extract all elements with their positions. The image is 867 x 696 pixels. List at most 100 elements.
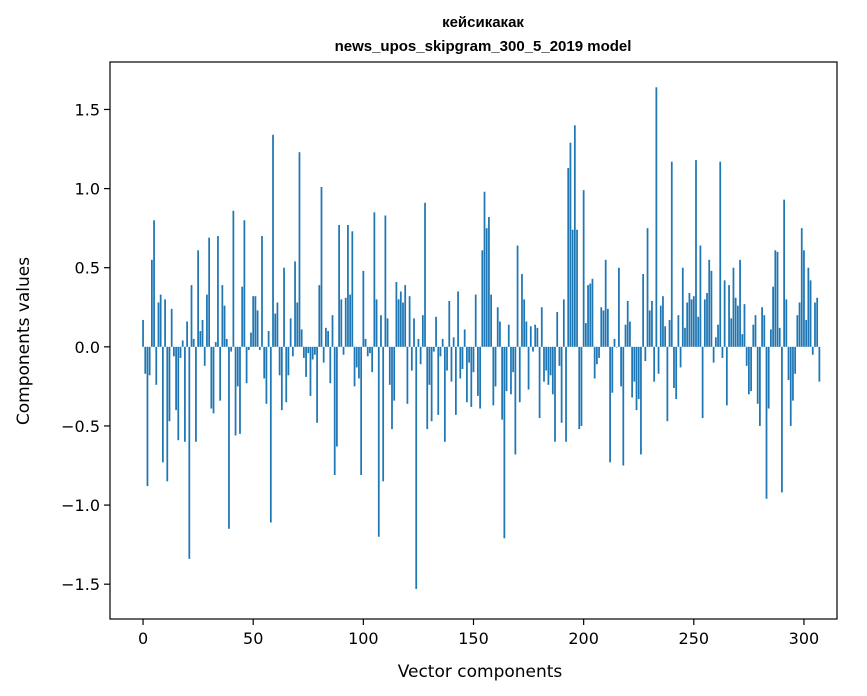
bar [327,331,329,347]
bar [598,346,600,358]
bar [470,346,473,407]
y-axis-label: Components values [14,257,34,425]
bar [186,321,188,347]
bar [362,270,365,347]
bar [208,237,211,347]
bar [558,346,561,366]
bar [153,220,155,347]
bar [629,321,631,347]
bar [157,302,160,347]
bar [783,199,786,347]
bar [408,296,411,347]
bar [236,346,239,387]
bar [373,212,376,347]
bar [507,324,510,347]
bar [635,346,638,411]
bar [785,299,788,347]
bar [688,293,691,347]
bar [355,346,358,368]
bar [454,346,457,415]
bar [595,346,598,365]
x-tick-label: 150 [458,629,489,648]
bar [177,346,180,441]
bar [505,346,508,392]
bar [192,338,195,347]
bar [653,346,656,382]
bar [261,236,263,347]
y-axis: −1.5 −1.0 −0.5 0.0 0.5 1.0 1.5 [61,100,110,594]
bar [741,334,744,347]
bar [472,346,475,373]
bar [302,346,305,358]
bar [483,191,486,347]
bar [560,346,563,423]
bar [195,346,197,442]
bar [252,296,255,347]
bar [613,338,616,347]
bar [670,161,673,347]
bar [351,231,354,347]
bar [468,346,470,363]
bar [490,294,492,347]
bar [316,346,318,423]
bar [551,346,554,395]
bar [256,310,259,347]
bar [732,267,735,347]
bar [642,274,645,347]
bar [448,300,451,347]
bar [754,315,757,347]
bar [712,346,715,363]
y-tick-label: 0.5 [75,259,100,278]
bar [776,251,779,347]
bar [388,346,391,385]
chart-subtitle: news_upos_skipgram_300_5_2019 model [335,38,632,55]
bar [241,286,244,347]
bar [417,338,420,347]
bar [210,346,213,409]
bar [223,305,226,347]
bar [781,346,783,493]
bar [232,210,235,347]
bar [640,346,642,455]
bar [728,285,730,347]
bar [340,299,343,347]
bar [384,215,387,347]
bar [662,296,664,347]
bar [805,319,808,347]
bar [214,342,217,347]
bar [366,346,369,357]
bar [578,346,581,430]
bar [510,346,512,395]
bar [600,307,603,347]
bar [811,346,814,355]
bar [648,310,651,347]
bar [567,168,570,347]
bar [228,346,230,529]
bar [664,326,667,347]
bar [697,316,700,347]
bar [375,299,378,347]
bar [496,307,499,347]
bar [675,346,678,400]
bar [170,308,173,347]
bar [466,346,468,403]
bar [607,308,609,347]
bar [565,346,567,442]
bar [406,346,409,404]
bar [159,294,162,347]
bar [554,346,556,442]
bar [179,346,182,358]
bar [725,346,728,406]
bar [413,318,415,347]
bar [767,346,770,409]
bar [430,346,433,422]
bar [432,346,435,352]
bars [142,87,821,589]
bar [217,236,219,347]
bar [225,338,228,347]
bar [622,346,625,466]
bar [479,346,481,409]
bar [463,329,466,347]
bar [296,302,299,347]
bar [624,324,627,347]
